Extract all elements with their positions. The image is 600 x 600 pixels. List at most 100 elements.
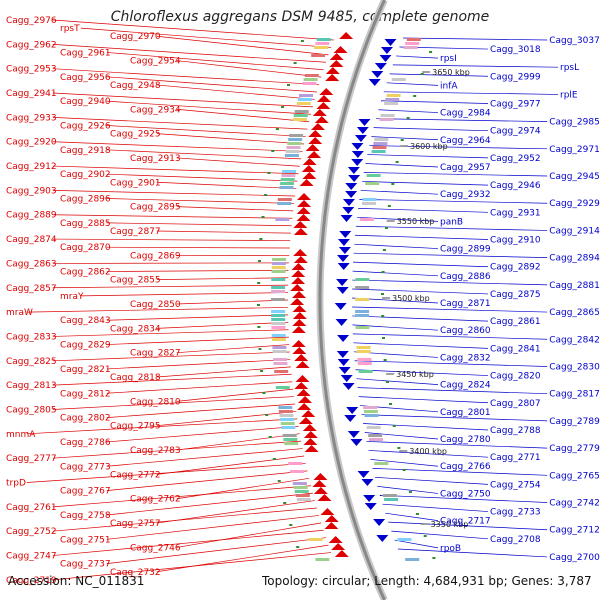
cog-block	[281, 426, 296, 429]
gene-label-left: Cagg_2773	[60, 462, 111, 472]
connector-line-left	[106, 149, 302, 160]
gene-label-right: Cagg_2894	[549, 254, 600, 264]
gene-label-left: Cagg_2877	[110, 227, 161, 237]
cog-block	[362, 198, 377, 201]
tick-mark	[283, 502, 287, 504]
cog-block	[271, 270, 286, 273]
forward-gene-arrow	[293, 228, 308, 235]
cog-block	[280, 422, 295, 425]
cog-block	[284, 154, 299, 157]
scale-label: 3650 kbp	[432, 68, 470, 77]
cog-block	[355, 310, 370, 313]
gene-label-left: Cagg_2813	[6, 381, 57, 391]
gene-label-left: Cagg_2862	[60, 268, 111, 278]
cog-block	[405, 558, 420, 561]
connector-line-left	[52, 284, 289, 289]
tick-mark	[289, 524, 293, 526]
gene-label-right: Cagg_2830	[549, 362, 600, 372]
gene-label-right: Cagg_2700	[549, 553, 600, 563]
tick-mark	[406, 117, 410, 119]
reverse-gene-arrow	[336, 351, 349, 358]
connector-line-right	[396, 55, 439, 59]
tick-mark	[381, 315, 385, 317]
reverse-gene-arrow	[340, 375, 353, 382]
reverse-gene-arrow	[350, 439, 363, 446]
forward-gene-arrow	[290, 284, 305, 291]
cog-block	[358, 370, 373, 373]
gene-label-right: rpsL	[560, 63, 579, 73]
gene-label-left: Cagg_2940	[60, 97, 111, 107]
feature-tracks: 3650 kbp 3600 kbp 3550 kbp 3500 kbp 3450 kbp…	[257, 0, 470, 600]
forward-gene-arrow	[320, 508, 335, 515]
gene-label-left: Cagg_2962	[6, 40, 57, 50]
forward-gene-arrow	[301, 410, 316, 417]
forward-gene-arrow	[296, 207, 311, 214]
gene-label-left: Cagg_2956	[60, 73, 111, 83]
reverse-gene-arrow	[376, 535, 389, 542]
gene-label-left: Cagg_2941	[6, 89, 57, 99]
connector-line-left	[176, 344, 290, 354]
connector-line-left	[106, 381, 293, 394]
connector-line-left	[156, 181, 297, 189]
connector-line-right	[360, 190, 439, 195]
connector-line-left	[176, 477, 310, 500]
tick-mark	[381, 293, 384, 295]
tick-mark	[271, 150, 275, 152]
connector-line-right	[353, 252, 548, 259]
forward-gene-arrow	[303, 431, 318, 438]
connector-line-right	[354, 234, 489, 240]
scale-label: 3600 kbp	[410, 142, 448, 151]
cog-block	[386, 94, 401, 97]
reverse-gene-arrow	[357, 471, 370, 478]
connector-line-right	[352, 324, 439, 331]
cog-block	[304, 74, 319, 77]
connector-line-right	[363, 172, 548, 177]
connector-line-left	[106, 100, 312, 115]
gene-label-right: Cagg_2914	[549, 226, 600, 236]
forward-gene-arrow	[316, 95, 331, 102]
tick-mark	[391, 183, 395, 185]
connector-line-left	[52, 92, 313, 108]
tick-mark	[392, 425, 396, 427]
connector-line-left	[52, 262, 289, 264]
gene-label-right: Cagg_2841	[490, 344, 541, 354]
connector-line-left	[156, 35, 329, 56]
connector-line-right	[392, 64, 559, 68]
cog-block	[271, 278, 286, 281]
forward-gene-arrow	[291, 326, 306, 333]
connector-line-right	[355, 369, 489, 376]
gene-label-left: Cagg_2783	[130, 446, 181, 456]
tick-mark	[259, 238, 263, 240]
cog-block	[385, 98, 400, 101]
tick-mark	[264, 194, 268, 196]
gene-label-right: Cagg_3037	[549, 36, 600, 46]
tick-mark	[415, 513, 419, 515]
tick-mark	[383, 359, 387, 361]
forward-gene-arrow	[295, 375, 310, 382]
tick-mark	[268, 436, 272, 438]
gene-label-right: Cagg_2984	[440, 109, 491, 119]
tick-mark	[267, 172, 271, 174]
connector-line-left	[106, 537, 327, 565]
reverse-gene-arrow	[368, 79, 381, 86]
connector-line-left	[156, 133, 305, 145]
gene-label-right: Cagg_2875	[490, 290, 541, 300]
connector-line-right	[383, 91, 559, 95]
gene-label-right: Cagg_2820	[490, 372, 541, 382]
connector-line-left	[176, 388, 294, 402]
connector-line-left	[156, 84, 315, 100]
connector-line-left	[176, 433, 300, 451]
gene-label-left: mraY	[60, 292, 84, 302]
connector-line-left	[52, 329, 289, 337]
connector-line-right	[352, 279, 548, 286]
connector-line-right	[353, 261, 489, 268]
gene-label-right: Cagg_2788	[490, 426, 541, 436]
forward-gene-arrow	[292, 305, 307, 312]
gene-label-left: Cagg_2802	[60, 414, 111, 424]
connector-line-right	[394, 539, 439, 549]
connector-line-left	[156, 366, 291, 378]
cog-block	[286, 146, 301, 149]
gene-label-left: mnmA	[6, 430, 36, 440]
cog-block	[280, 182, 295, 185]
